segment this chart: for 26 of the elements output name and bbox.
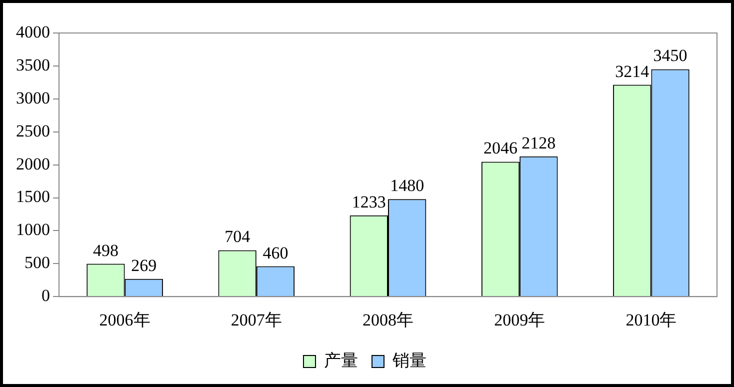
x-tick-label: 2006年 — [99, 310, 150, 330]
y-tick-label: 1000 — [16, 220, 50, 240]
x-tick-label: 2010年 — [626, 310, 677, 330]
y-tick-label: 2500 — [16, 121, 50, 140]
y-tick-label: 1500 — [16, 187, 50, 206]
y-tick-label: 3000 — [16, 88, 50, 108]
legend-label: 销量 — [392, 350, 426, 370]
x-tick-label: 2007年 — [230, 310, 282, 330]
data-label: 3450 — [653, 46, 688, 66]
data-label: 704 — [224, 227, 251, 246]
data-label: 460 — [262, 243, 288, 262]
y-tick-label: 500 — [24, 253, 50, 272]
x-tick-label: 2009年 — [494, 310, 546, 330]
data-label: 269 — [131, 256, 157, 275]
y-tick-label: 0 — [42, 286, 50, 306]
data-label: 2128 — [522, 133, 556, 152]
legend-label: 产量 — [324, 350, 358, 370]
x-tick-label: 2008年 — [362, 310, 414, 330]
data-label: 1480 — [390, 176, 424, 196]
y-tick-label: 2000 — [16, 154, 50, 174]
data-label: 1233 — [352, 192, 386, 212]
y-tick-label: 3500 — [16, 55, 50, 74]
data-label: 3214 — [615, 62, 650, 81]
y-tick-label: 4000 — [16, 22, 50, 42]
data-label: 498 — [92, 240, 118, 260]
data-label: 2046 — [484, 138, 518, 158]
